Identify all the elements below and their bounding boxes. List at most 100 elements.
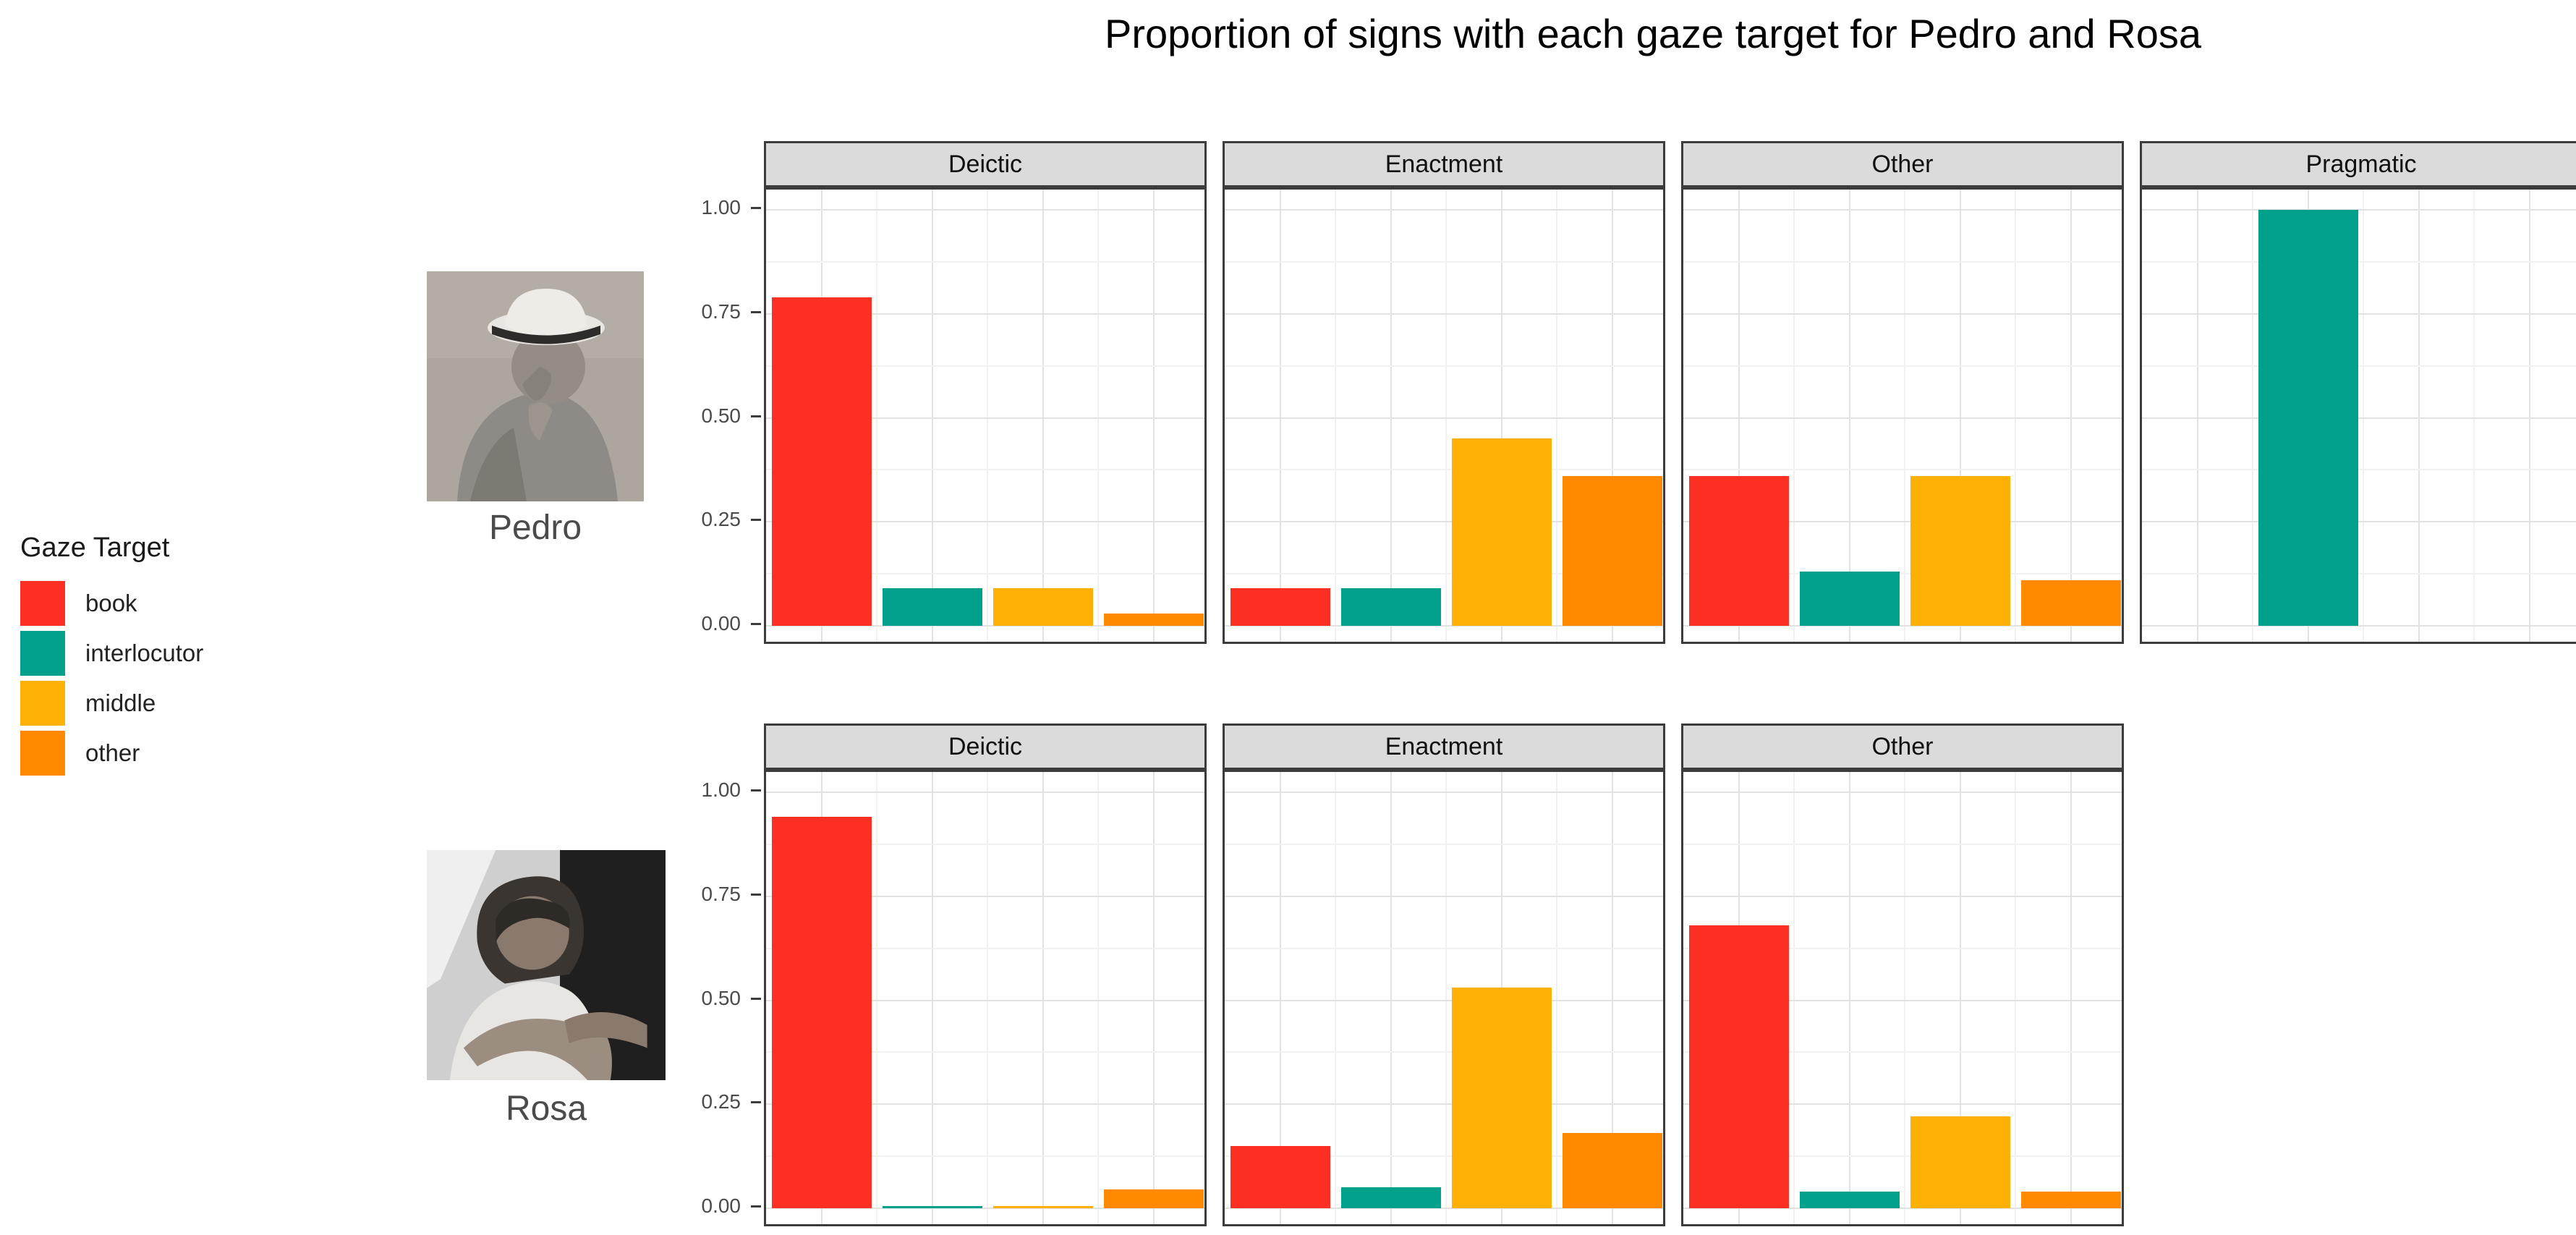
bar-rosa-deictic-book bbox=[772, 817, 872, 1208]
y-axis-tick-label: 1.00 bbox=[701, 778, 741, 801]
bar-pedro-enactment-middle bbox=[1452, 438, 1552, 626]
bar-pedro-other-interlocutor bbox=[1800, 572, 1900, 626]
gridline-horizontal bbox=[766, 625, 1204, 627]
gridline-horizontal bbox=[2142, 417, 2576, 419]
facet-strip-pedro-deictic: Deictic bbox=[764, 141, 1207, 187]
y-axis-tick-label: 0.25 bbox=[701, 508, 741, 531]
gridline-vertical bbox=[1445, 772, 1447, 1224]
gridline-vertical bbox=[1042, 190, 1044, 642]
panel-pedro-enactment bbox=[1223, 187, 1665, 644]
gridline-horizontal bbox=[1225, 947, 1663, 949]
gridline-horizontal bbox=[1683, 365, 2122, 367]
facet-strip-pedro-pragmatic: Pragmatic bbox=[2140, 141, 2576, 187]
gridline-horizontal bbox=[1225, 999, 1663, 1001]
gridline-horizontal bbox=[766, 573, 1204, 575]
gridline-horizontal bbox=[766, 1155, 1204, 1158]
y-axis-tick-label: 0.00 bbox=[701, 1194, 741, 1217]
gridline-vertical bbox=[1904, 190, 1905, 642]
gridline-horizontal bbox=[766, 209, 1204, 211]
gridline-vertical bbox=[1335, 772, 1336, 1224]
gridline-horizontal bbox=[2142, 260, 2576, 263]
bar-rosa-other-middle bbox=[1910, 1116, 2010, 1208]
y-axis-tick-label: 0.75 bbox=[701, 300, 741, 323]
gridline-vertical bbox=[1500, 190, 1502, 642]
gridline-vertical bbox=[1097, 190, 1099, 642]
gridline-horizontal bbox=[2142, 469, 2576, 471]
gridline-vertical bbox=[1738, 190, 1740, 642]
gridline-vertical bbox=[2015, 772, 2016, 1224]
gridline-vertical bbox=[987, 772, 988, 1224]
gridline-vertical bbox=[2015, 190, 2016, 642]
bar-rosa-other-other bbox=[2021, 1192, 2121, 1208]
gridline-vertical bbox=[876, 190, 877, 642]
gridline-horizontal bbox=[1683, 1155, 2122, 1158]
facet-strip-label: Enactment bbox=[1385, 732, 1503, 760]
bar-pedro-deictic-interlocutor bbox=[883, 588, 982, 626]
gridline-vertical bbox=[1445, 190, 1447, 642]
gridline-horizontal bbox=[1683, 573, 2122, 575]
gridline-vertical bbox=[1959, 772, 1961, 1224]
gridline-horizontal bbox=[766, 469, 1204, 471]
gridline-horizontal bbox=[766, 365, 1204, 367]
rosa-photo-illustration bbox=[427, 850, 666, 1080]
legend-label: other bbox=[85, 739, 140, 766]
pedro-photo bbox=[427, 271, 644, 501]
y-axis-tick-label: 1.00 bbox=[701, 196, 741, 218]
gridline-horizontal bbox=[1225, 260, 1663, 263]
legend-swatch-other bbox=[20, 731, 65, 776]
facet-strip-pedro-other: Other bbox=[1681, 141, 2124, 187]
legend-title: Gaze Target bbox=[20, 532, 170, 563]
bar-rosa-enactment-middle bbox=[1452, 988, 1552, 1208]
gridline-horizontal bbox=[1225, 521, 1663, 523]
gridline-horizontal bbox=[2142, 313, 2576, 315]
bar-rosa-other-interlocutor bbox=[1800, 1192, 1900, 1208]
gridline-horizontal bbox=[766, 791, 1204, 793]
gridline-horizontal bbox=[1225, 469, 1663, 471]
legend-swatch-interlocutor bbox=[20, 631, 65, 676]
gridline-vertical bbox=[2473, 190, 2475, 642]
gridline-horizontal bbox=[766, 260, 1204, 263]
legend-item-book: book bbox=[20, 581, 203, 626]
panel-rosa-deictic bbox=[764, 770, 1207, 1226]
bar-rosa-deictic-middle bbox=[993, 1206, 1093, 1208]
gridline-horizontal bbox=[1683, 895, 2122, 897]
y-axis-tick-label: 0.00 bbox=[701, 612, 741, 635]
gridline-horizontal bbox=[1683, 417, 2122, 419]
bar-pedro-pragmatic-interlocutor bbox=[2258, 210, 2358, 626]
y-axis-tick-mark bbox=[751, 519, 761, 522]
y-axis-tick-mark bbox=[751, 893, 761, 896]
facet-strip-rosa-other: Other bbox=[1681, 723, 2124, 770]
gridline-vertical bbox=[2070, 190, 2072, 642]
gridline-vertical bbox=[1390, 772, 1392, 1224]
gridline-vertical bbox=[1611, 190, 1613, 642]
gridline-horizontal bbox=[766, 1103, 1204, 1105]
facet-strip-rosa-deictic: Deictic bbox=[764, 723, 1207, 770]
gridline-vertical bbox=[2418, 190, 2420, 642]
gridline-horizontal bbox=[2142, 521, 2576, 523]
gridline-vertical bbox=[1848, 190, 1850, 642]
y-axis-tick-label: 0.75 bbox=[701, 882, 741, 905]
chart-title: Proportion of signs with each gaze targe… bbox=[1105, 11, 2201, 56]
facet-strip-rosa-enactment: Enactment bbox=[1223, 723, 1665, 770]
legend-item-interlocutor: interlocutor bbox=[20, 631, 203, 676]
facet-strip-label: Pragmatic bbox=[2305, 150, 2417, 178]
gridline-horizontal bbox=[1225, 313, 1663, 315]
bar-pedro-other-middle bbox=[1910, 476, 2010, 626]
gridline-horizontal bbox=[2142, 625, 2576, 627]
facet-strip-label: Deictic bbox=[948, 732, 1023, 760]
bar-rosa-other-book bbox=[1689, 925, 1789, 1208]
gridline-horizontal bbox=[1683, 260, 2122, 263]
y-axis-tick-label: 0.50 bbox=[701, 986, 741, 1009]
gridline-vertical bbox=[2252, 190, 2253, 642]
bar-pedro-deictic-other bbox=[1104, 614, 1204, 626]
gridline-horizontal bbox=[1225, 1051, 1663, 1053]
gridline-vertical bbox=[1390, 190, 1392, 642]
gridline-vertical bbox=[2196, 190, 2198, 642]
legend-label: middle bbox=[85, 689, 156, 716]
y-axis-tick-mark bbox=[751, 310, 761, 313]
gridline-horizontal bbox=[2142, 209, 2576, 211]
panel-pedro-other bbox=[1681, 187, 2124, 644]
gridline-horizontal bbox=[1683, 209, 2122, 211]
gridline-horizontal bbox=[1225, 365, 1663, 367]
bar-rosa-enactment-book bbox=[1230, 1146, 1330, 1208]
